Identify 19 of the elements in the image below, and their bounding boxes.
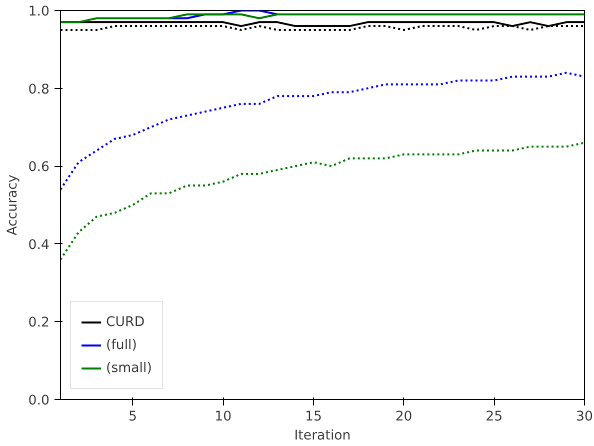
y-tick-label: 0.0 <box>28 394 50 408</box>
y-axis-title: Accuracy <box>5 174 20 236</box>
y-tick-label: 1.0 <box>28 4 50 20</box>
y-tick-label: 0.4 <box>28 238 50 253</box>
legend-label: CURD <box>106 314 145 330</box>
x-tick-label: 10 <box>214 410 232 424</box>
y-tick-label: 0.2 <box>28 316 50 331</box>
legend-label: (full) <box>106 338 137 352</box>
x-tick-label: 20 <box>395 410 412 424</box>
line-series <box>60 142 584 260</box>
x-axis-title: Iteration <box>294 428 351 444</box>
x-tick-label: 30 <box>576 410 593 424</box>
x-tick-label: 25 <box>486 410 503 424</box>
line-series <box>60 72 584 190</box>
legend-label: (small) <box>106 360 152 376</box>
x-tick-label: 15 <box>304 410 322 424</box>
x-tick-label: 5 <box>128 410 138 424</box>
y-tick-label: 0.6 <box>28 160 50 176</box>
y-tick-label: 0.8 <box>28 82 50 98</box>
